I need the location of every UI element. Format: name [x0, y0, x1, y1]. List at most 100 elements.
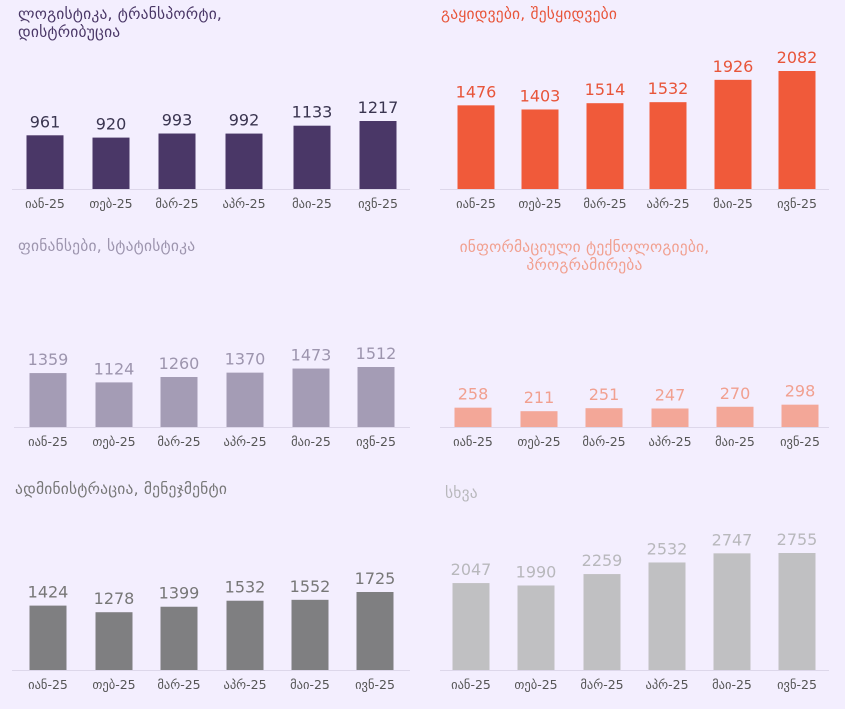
bar	[293, 125, 331, 189]
bar	[29, 605, 67, 670]
data-label: 1370	[225, 350, 266, 369]
bar	[583, 574, 621, 670]
bar	[585, 408, 623, 427]
chart-title: ლოგისტიკა, ტრანსპორტი, დისტრიბუცია	[18, 5, 223, 41]
data-label: 1403	[520, 86, 561, 105]
x-tick-label: ივნ-25	[777, 196, 817, 211]
bar	[452, 583, 490, 670]
bar-chart-admin: 1424 იან-25 1278 თებ-25 1399 მარ-25 1532 აპრ-25…	[12, 569, 410, 692]
data-label: 1133	[292, 103, 333, 122]
bar	[291, 599, 329, 670]
chart-panel-sales: გაყიდვები, შესყიდვები 1476 იან-25 1403 თებ-…	[422, 0, 845, 240]
x-tick-label: მაი-25	[291, 434, 331, 449]
bar	[292, 368, 330, 427]
bar	[781, 404, 819, 427]
bar	[92, 137, 130, 189]
bar	[226, 600, 264, 670]
data-label: 2259	[582, 551, 623, 570]
bar-chart-it: 258 იან-25 211 თებ-25 251 მარ-25 247 აპრ-25 270 მ…	[440, 382, 829, 449]
chart-panel-admin: ადმინისტრაცია, მენეჯმენტი 1424 იან-25 1278…	[0, 470, 422, 709]
x-tick-label: აპრ-25	[223, 434, 266, 449]
x-tick-label: იან-25	[28, 677, 68, 692]
data-label: 1725	[355, 569, 396, 588]
chart-title: ფინანსები, სტატისტიკა	[18, 237, 196, 255]
x-tick-label: აპრ-25	[222, 196, 265, 211]
data-label: 1476	[456, 82, 497, 101]
bar	[454, 407, 492, 427]
data-label: 1552	[290, 577, 331, 596]
bar	[778, 71, 816, 189]
x-tick-label: მაი-25	[715, 434, 755, 449]
x-tick-label: ივნ-25	[358, 196, 398, 211]
x-tick-label: იან-25	[28, 434, 68, 449]
x-tick-label: მარ-25	[155, 196, 198, 211]
bar	[356, 592, 394, 670]
data-label: 1473	[291, 346, 332, 365]
bar	[158, 133, 196, 189]
x-tick-label: მაი-25	[713, 196, 753, 211]
chart-title: გაყიდვები, შესყიდვები	[441, 5, 618, 23]
data-label: 1990	[516, 562, 557, 581]
bar	[517, 585, 555, 670]
data-label: 270	[720, 384, 751, 403]
x-tick-label: მარ-25	[157, 434, 200, 449]
data-label: 1399	[159, 584, 200, 603]
bar	[225, 133, 263, 189]
bar-chart-sales: 1476 იან-25 1403 თებ-25 1514 მარ-25 1532 აპრ-25…	[440, 48, 829, 211]
bar	[95, 382, 133, 427]
x-tick-label: თებ-25	[517, 434, 560, 449]
x-tick-label: იან-25	[456, 196, 496, 211]
chart-panel-logistics: ლოგისტიკა, ტრანსპორტი, დისტრიბუცია 961 ია…	[0, 0, 422, 240]
chart-title: ადმინისტრაცია, მენეჯმენტი	[15, 480, 228, 498]
data-label: 2747	[712, 530, 753, 549]
x-tick-label: აპრ-25	[223, 677, 266, 692]
x-tick-label: იან-25	[453, 434, 493, 449]
data-label: 1124	[94, 359, 135, 378]
data-label: 2082	[777, 48, 818, 67]
bar	[651, 408, 689, 427]
x-tick-label: თებ-25	[92, 434, 135, 449]
chart-panel-finance: ფინანსები, სტატისტიკა 1359 იან-25 1124 თებ-…	[0, 230, 422, 465]
x-tick-label: თებ-25	[92, 677, 135, 692]
x-tick-label: თებ-25	[89, 196, 132, 211]
bar	[521, 109, 559, 189]
bar	[778, 553, 816, 670]
bar	[359, 121, 397, 189]
x-tick-label: მარ-25	[582, 434, 625, 449]
x-tick-label: მაი-25	[290, 677, 330, 692]
bar	[713, 553, 751, 670]
chart-panel-it: ინფორმაციული ტექნოლოგიები, პროგრამირება …	[422, 230, 845, 465]
data-label: 1512	[356, 344, 397, 363]
data-label: 251	[589, 385, 620, 404]
x-tick-label: ივნ-25	[355, 677, 395, 692]
x-tick-label: ივნ-25	[777, 677, 817, 692]
bar	[160, 377, 198, 427]
bar	[357, 367, 395, 427]
bar	[649, 102, 687, 189]
x-tick-label: მარ-25	[580, 677, 623, 692]
bar	[520, 411, 558, 427]
data-label: 1926	[713, 57, 754, 76]
x-tick-label: აპრ-25	[648, 434, 691, 449]
data-label: 961	[30, 112, 61, 131]
x-tick-label: იან-25	[25, 196, 65, 211]
data-label: 1359	[28, 350, 69, 369]
bar-chart-finance: 1359 იან-25 1124 თებ-25 1260 მარ-25 1370 აპრ-25…	[14, 344, 410, 449]
data-label: 1424	[28, 583, 69, 602]
data-label: 1260	[159, 354, 200, 373]
bar	[26, 135, 64, 189]
data-label: 1514	[585, 80, 626, 99]
x-tick-label: მარ-25	[583, 196, 626, 211]
bar	[716, 406, 754, 427]
x-tick-label: ივნ-25	[356, 434, 396, 449]
bar	[160, 606, 198, 670]
data-label: 1217	[358, 98, 399, 117]
x-tick-label: თებ-25	[514, 677, 557, 692]
chart-panel-other: სხვა 2047 იან-25 1990 თებ-25 2259 მარ-25 2532 ა…	[422, 470, 845, 709]
data-label: 2532	[647, 539, 688, 558]
data-label: 1278	[94, 589, 135, 608]
data-label: 2755	[777, 530, 818, 549]
data-label: 258	[458, 385, 489, 404]
data-label: 993	[162, 111, 193, 130]
data-label: 920	[96, 115, 127, 134]
